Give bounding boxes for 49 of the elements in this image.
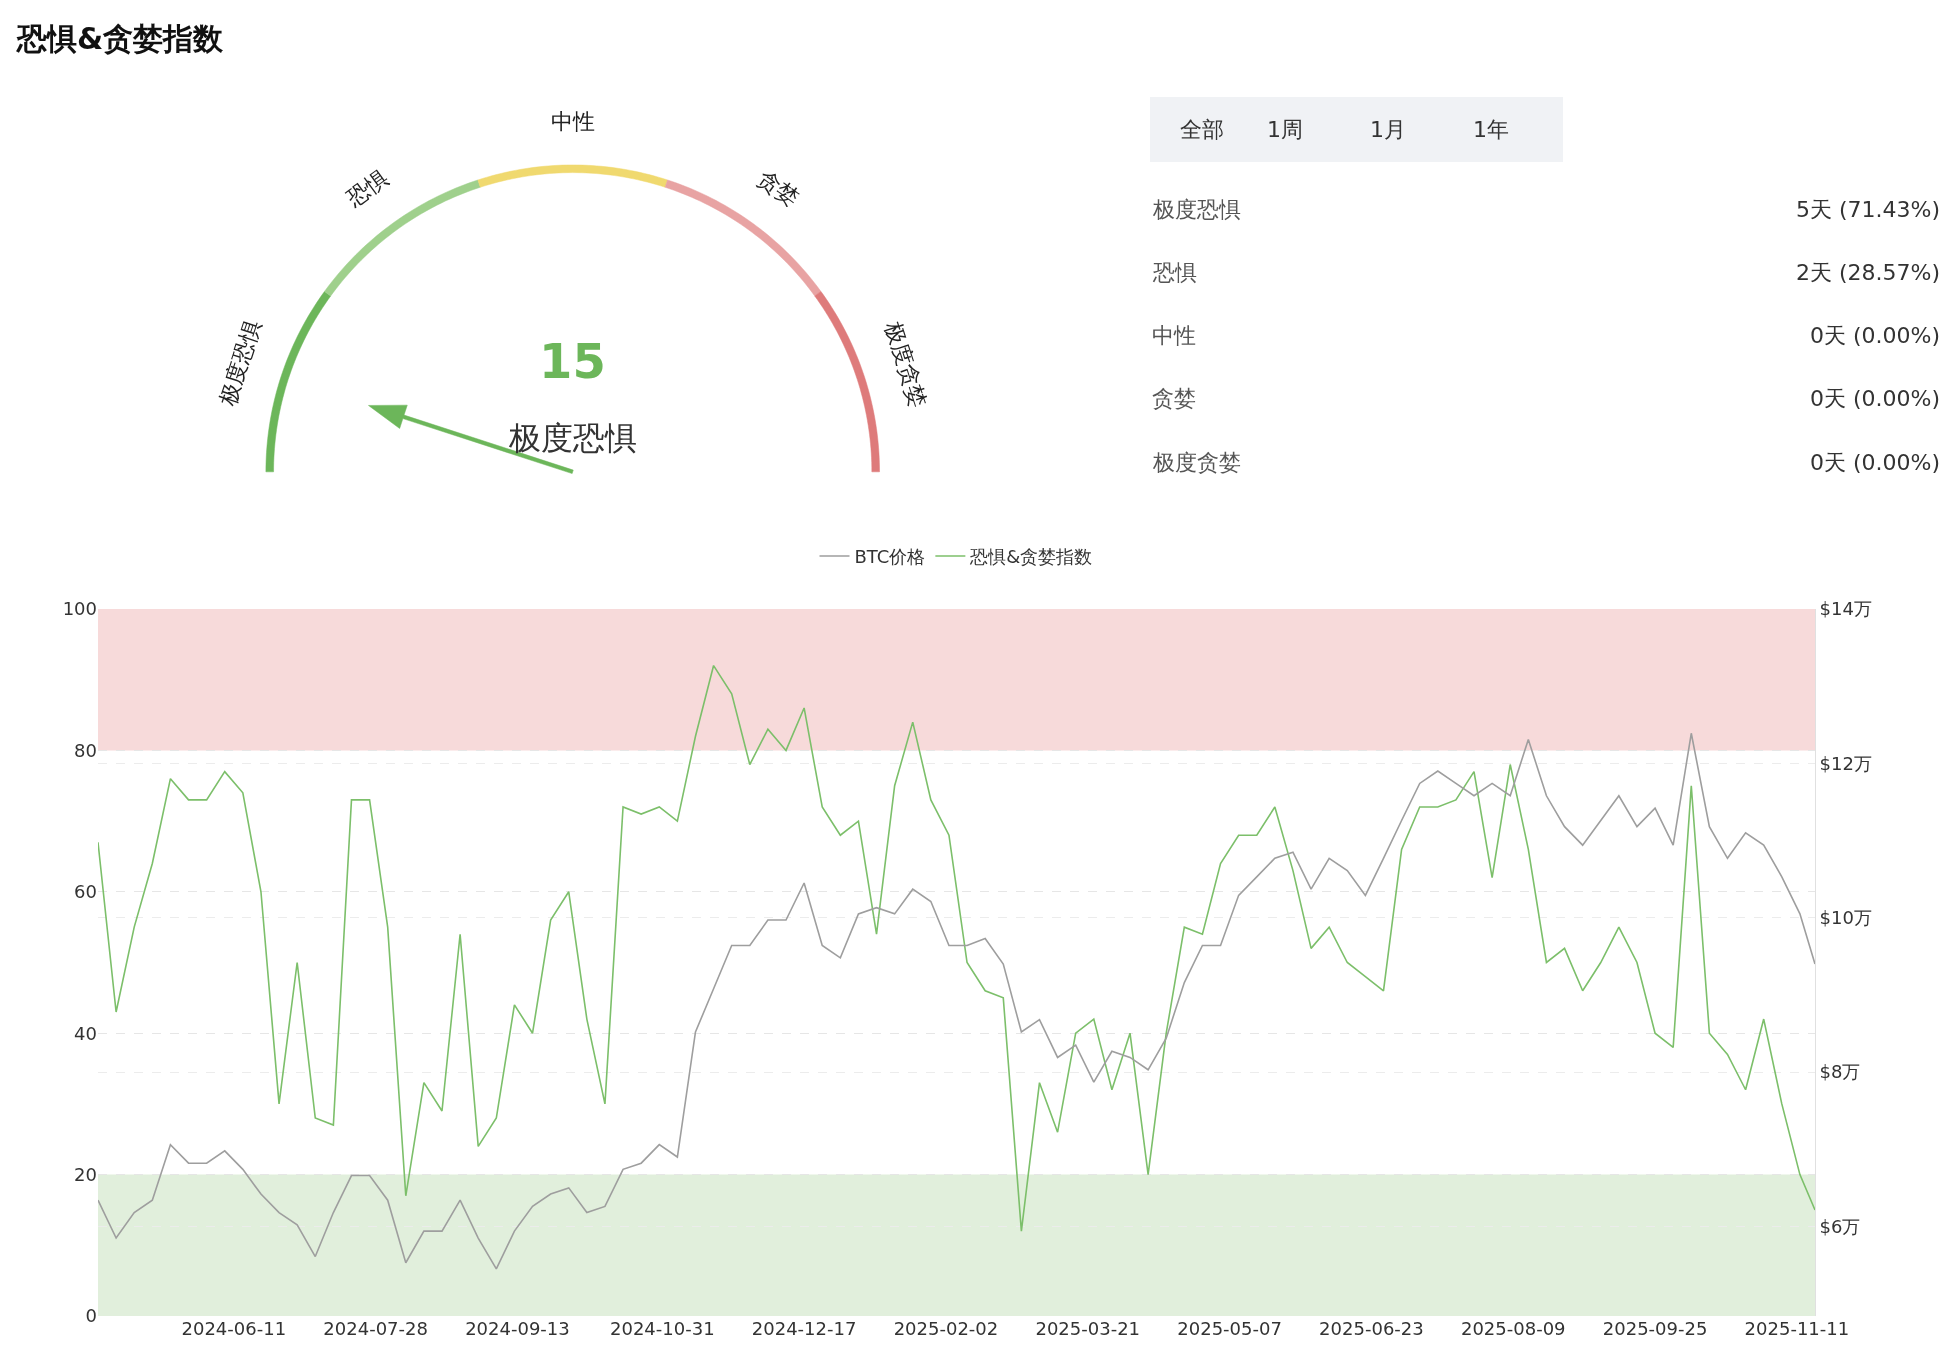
- y2-tick-label: $8万: [1819, 1061, 1861, 1083]
- y-tick-label: 20: [74, 1163, 97, 1185]
- text: 1月: [1370, 117, 1406, 142]
- slice-label: 恐惧: [341, 165, 393, 212]
- text: 1年: [1473, 117, 1509, 142]
- text: 2天 (28.57%): [1796, 260, 1941, 285]
- y2-tick-label: $10万: [1819, 907, 1872, 929]
- category-label: 极度恐惧: [508, 419, 637, 457]
- x-tick-label: 2025-02-02: [893, 1318, 999, 1339]
- y-tick-label: 80: [74, 739, 97, 761]
- x-tick-label: 2024-07-28: [323, 1318, 428, 1339]
- text: 5天 (71.43%): [1796, 197, 1941, 222]
- x-tick-label: 2025-08-09: [1460, 1318, 1566, 1339]
- x-tick-label: 2024-09-13: [465, 1318, 570, 1339]
- text: 0天 (0.00%): [1810, 450, 1941, 475]
- x-tick-label: 2025-09-25: [1602, 1318, 1708, 1339]
- slice-label: 极度贪婪: [879, 317, 932, 410]
- text: 15: [539, 333, 606, 389]
- y-tick-label: 60: [74, 881, 97, 903]
- slice-label: 中性: [551, 109, 595, 134]
- category-label: 恐惧: [1152, 260, 1197, 285]
- text: 0天 (0.00%): [1810, 386, 1941, 411]
- text: 全部: [1180, 117, 1224, 142]
- x-tick-label: 2025-11-11: [1744, 1318, 1850, 1339]
- text: 0天 (0.00%): [1810, 323, 1941, 348]
- category-label: 贪婪: [1152, 386, 1196, 411]
- legend-label: BTC价格: [854, 545, 926, 567]
- x-tick-label: 2024-06-11: [181, 1318, 287, 1339]
- y2-tick-label: $14万: [1819, 598, 1872, 620]
- category-label: 极度恐惧: [1153, 197, 1241, 222]
- y-tick-label: 40: [74, 1022, 97, 1044]
- text: 1周: [1267, 117, 1303, 142]
- x-tick-label: 2024-10-31: [609, 1318, 715, 1339]
- category-label: 极度贪婪: [1152, 450, 1241, 475]
- slice-label: 极度恐惧: [214, 317, 266, 410]
- y2-tick-label: $12万: [1819, 752, 1872, 774]
- x-tick-label: 2025-06-23: [1319, 1318, 1424, 1339]
- chart-title: 恐惧&贪婪指数: [16, 21, 225, 56]
- legend-label: 恐惧&贪婪指数: [969, 545, 1093, 567]
- x-tick-label: 2025-05-07: [1177, 1318, 1282, 1339]
- y-tick-label: 0: [85, 1305, 97, 1327]
- y2-tick-label: $6万: [1819, 1215, 1861, 1237]
- y-tick-label: 100: [62, 598, 97, 620]
- x-tick-label: 2024-12-17: [751, 1318, 857, 1339]
- category-label: 中性: [1152, 323, 1196, 348]
- x-tick-label: 2025-03-21: [1035, 1318, 1141, 1339]
- line-series: [98, 664, 1815, 1232]
- line-series: [98, 732, 1815, 1270]
- slice-label: 贪婪: [753, 165, 804, 212]
